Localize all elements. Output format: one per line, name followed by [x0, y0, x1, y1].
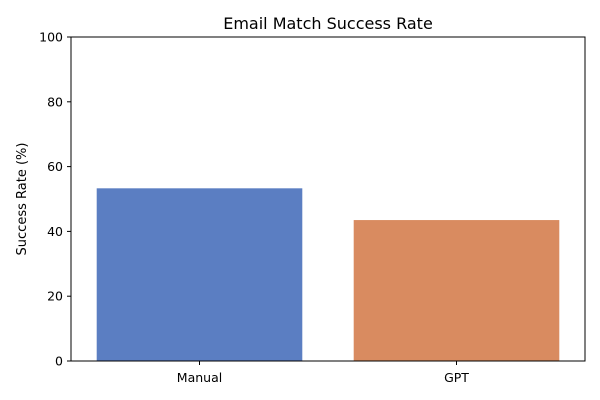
y-axis-label: Success Rate (%): [15, 143, 30, 256]
axis-ticks: Manual GPT 0 20 40 60 80 100: [39, 30, 469, 386]
y-tick-label: 0: [55, 354, 63, 369]
y-tick-label: 20: [47, 289, 63, 304]
bar-manual: [96, 188, 303, 361]
bar-gpt: [353, 220, 560, 361]
bars: [96, 188, 560, 361]
x-tick-label: GPT: [444, 370, 469, 385]
y-tick-label: 100: [39, 30, 63, 45]
plot-frame: [70, 36, 586, 362]
chart-title: Email Match Success Rate: [223, 14, 433, 33]
y-tick-label: 60: [47, 159, 63, 174]
y-tick-label: 40: [47, 224, 63, 239]
y-tick-label: 80: [47, 94, 63, 109]
x-tick-label: Manual: [177, 370, 222, 385]
